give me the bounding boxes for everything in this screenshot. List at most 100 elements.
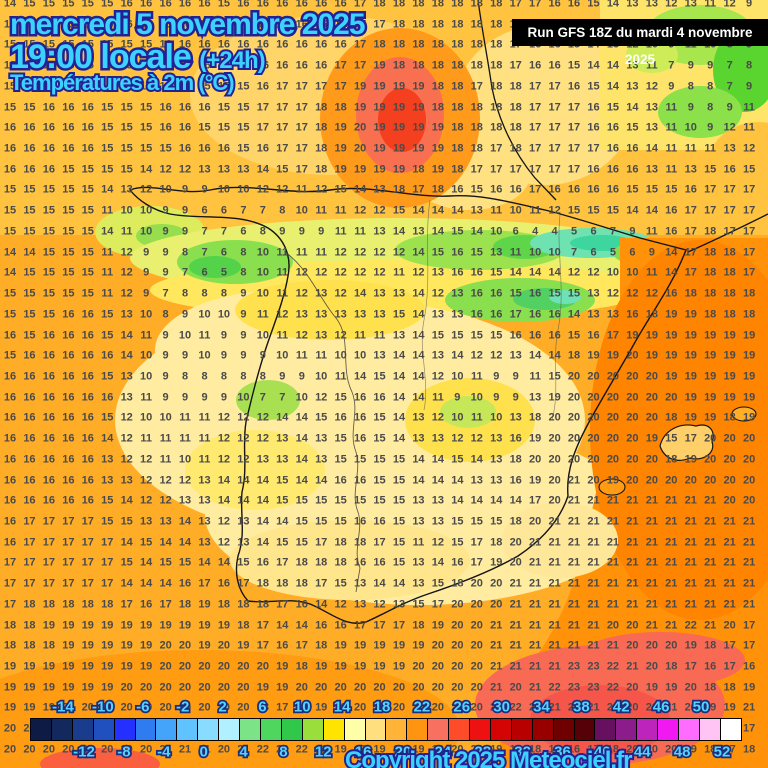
temp-value: 20	[626, 349, 639, 362]
temp-value: 21	[704, 515, 717, 528]
temp-value: 20	[217, 743, 231, 756]
temp-value: 16	[178, 142, 192, 155]
temp-value: 17	[276, 121, 289, 134]
temp-value: 16	[451, 183, 464, 196]
temp-value: 10	[276, 349, 289, 362]
temp-value: 14	[431, 474, 445, 487]
temp-value: 13	[490, 474, 503, 487]
temp-value: 18	[451, 121, 464, 134]
temp-value: 15	[120, 121, 133, 134]
temp-value: 11	[646, 266, 658, 279]
temp-value: 19	[3, 701, 17, 714]
temp-value: 13	[353, 577, 367, 590]
colorbar-tick-label: 22	[412, 697, 432, 718]
temp-value: 21	[587, 515, 600, 528]
temp-value: 19	[392, 101, 406, 114]
temp-value: 19	[626, 329, 639, 342]
temp-value: 18	[237, 598, 250, 611]
temp-value: 16	[509, 432, 522, 445]
temp-value: 15	[470, 329, 483, 342]
temp-value: 14	[140, 577, 153, 590]
temp-value: 16	[237, 0, 250, 10]
temp-value: 16	[23, 494, 36, 507]
temp-value: 14	[548, 349, 561, 362]
temp-value: 18	[81, 598, 94, 611]
temp-value: 11	[295, 246, 308, 259]
temp-value: 19	[120, 660, 133, 673]
temp-value: 13	[353, 308, 367, 321]
temp-value: 15	[23, 59, 36, 72]
temp-value: 14	[392, 411, 406, 424]
temp-value: 7	[609, 225, 616, 238]
temp-value: 10	[451, 370, 464, 383]
temp-value: 21	[587, 536, 600, 549]
temp-value: 20	[587, 391, 600, 404]
temp-value: 8	[259, 225, 266, 238]
temp-value: 16	[548, 329, 561, 342]
temp-value: 16	[548, 308, 561, 321]
temp-value: 16	[237, 59, 250, 72]
temp-value: 18	[451, 142, 464, 155]
temp-value: 14	[237, 494, 250, 507]
temp-value: 17	[684, 432, 697, 445]
temp-value: 16	[62, 474, 75, 487]
temp-value: 15	[140, 80, 153, 93]
temp-value: 10	[140, 225, 153, 238]
temp-value: 16	[276, 0, 289, 10]
temp-value: 21	[684, 556, 697, 569]
temp-value: 17	[256, 121, 269, 134]
temp-value: 23	[567, 660, 581, 673]
temp-value: 16	[23, 453, 36, 466]
temp-value: 20	[509, 556, 522, 569]
temp-value: 19	[392, 163, 406, 176]
island-ibiza	[598, 478, 626, 496]
temp-value: 13	[373, 183, 386, 196]
temp-value: 20	[626, 432, 639, 445]
temp-value: 12	[315, 266, 328, 279]
temp-value: 15	[587, 204, 600, 217]
temp-value: 18	[742, 287, 756, 300]
temp-value: 16	[334, 474, 347, 487]
temp-value: 20	[567, 370, 581, 383]
temp-value: 18	[723, 287, 736, 300]
temp-value: 12	[295, 266, 308, 279]
temp-value: 21	[645, 515, 658, 528]
temp-value: 9	[181, 349, 189, 362]
temp-value: 11	[470, 411, 483, 424]
temp-value: 14	[217, 494, 231, 507]
temp-value: 17	[276, 701, 289, 714]
temp-value: 16	[23, 411, 36, 424]
temp-value: 21	[665, 556, 678, 569]
temp-value: 15	[81, 18, 94, 31]
temp-value: 11	[334, 225, 347, 238]
colorbar-cell	[31, 719, 52, 740]
temp-value: 20	[217, 701, 231, 714]
temp-value: 19	[665, 308, 678, 321]
temp-value: 20	[159, 639, 172, 652]
temp-value: 19	[742, 370, 756, 383]
temp-value: 20	[548, 411, 561, 424]
temp-value: 13	[412, 515, 425, 528]
temp-value: 21	[548, 536, 561, 549]
temp-value: 15	[140, 536, 153, 549]
temp-value: 17	[295, 639, 308, 652]
temp-value: 12	[392, 246, 406, 259]
colorbar[interactable]	[30, 718, 742, 741]
temp-value: 16	[198, 59, 211, 72]
temp-value: 16	[315, 619, 328, 632]
temp-value: 10	[140, 370, 153, 383]
temp-value: 17	[548, 80, 561, 93]
temp-value: 20	[665, 391, 678, 404]
colorbar-tick-label: 50	[691, 697, 711, 718]
temp-value: 15	[295, 536, 308, 549]
temp-value: 16	[315, 59, 328, 72]
temp-value: 11	[646, 60, 658, 72]
temp-value: 20	[645, 411, 658, 424]
temp-value: 20	[451, 701, 464, 714]
temp-value: 15	[140, 101, 153, 114]
temp-value: 10	[353, 349, 367, 362]
temp-value: 20	[470, 743, 483, 756]
temp-value: 9	[687, 59, 694, 72]
temp-value: 8	[201, 287, 208, 300]
temp-value: 14	[295, 432, 308, 445]
